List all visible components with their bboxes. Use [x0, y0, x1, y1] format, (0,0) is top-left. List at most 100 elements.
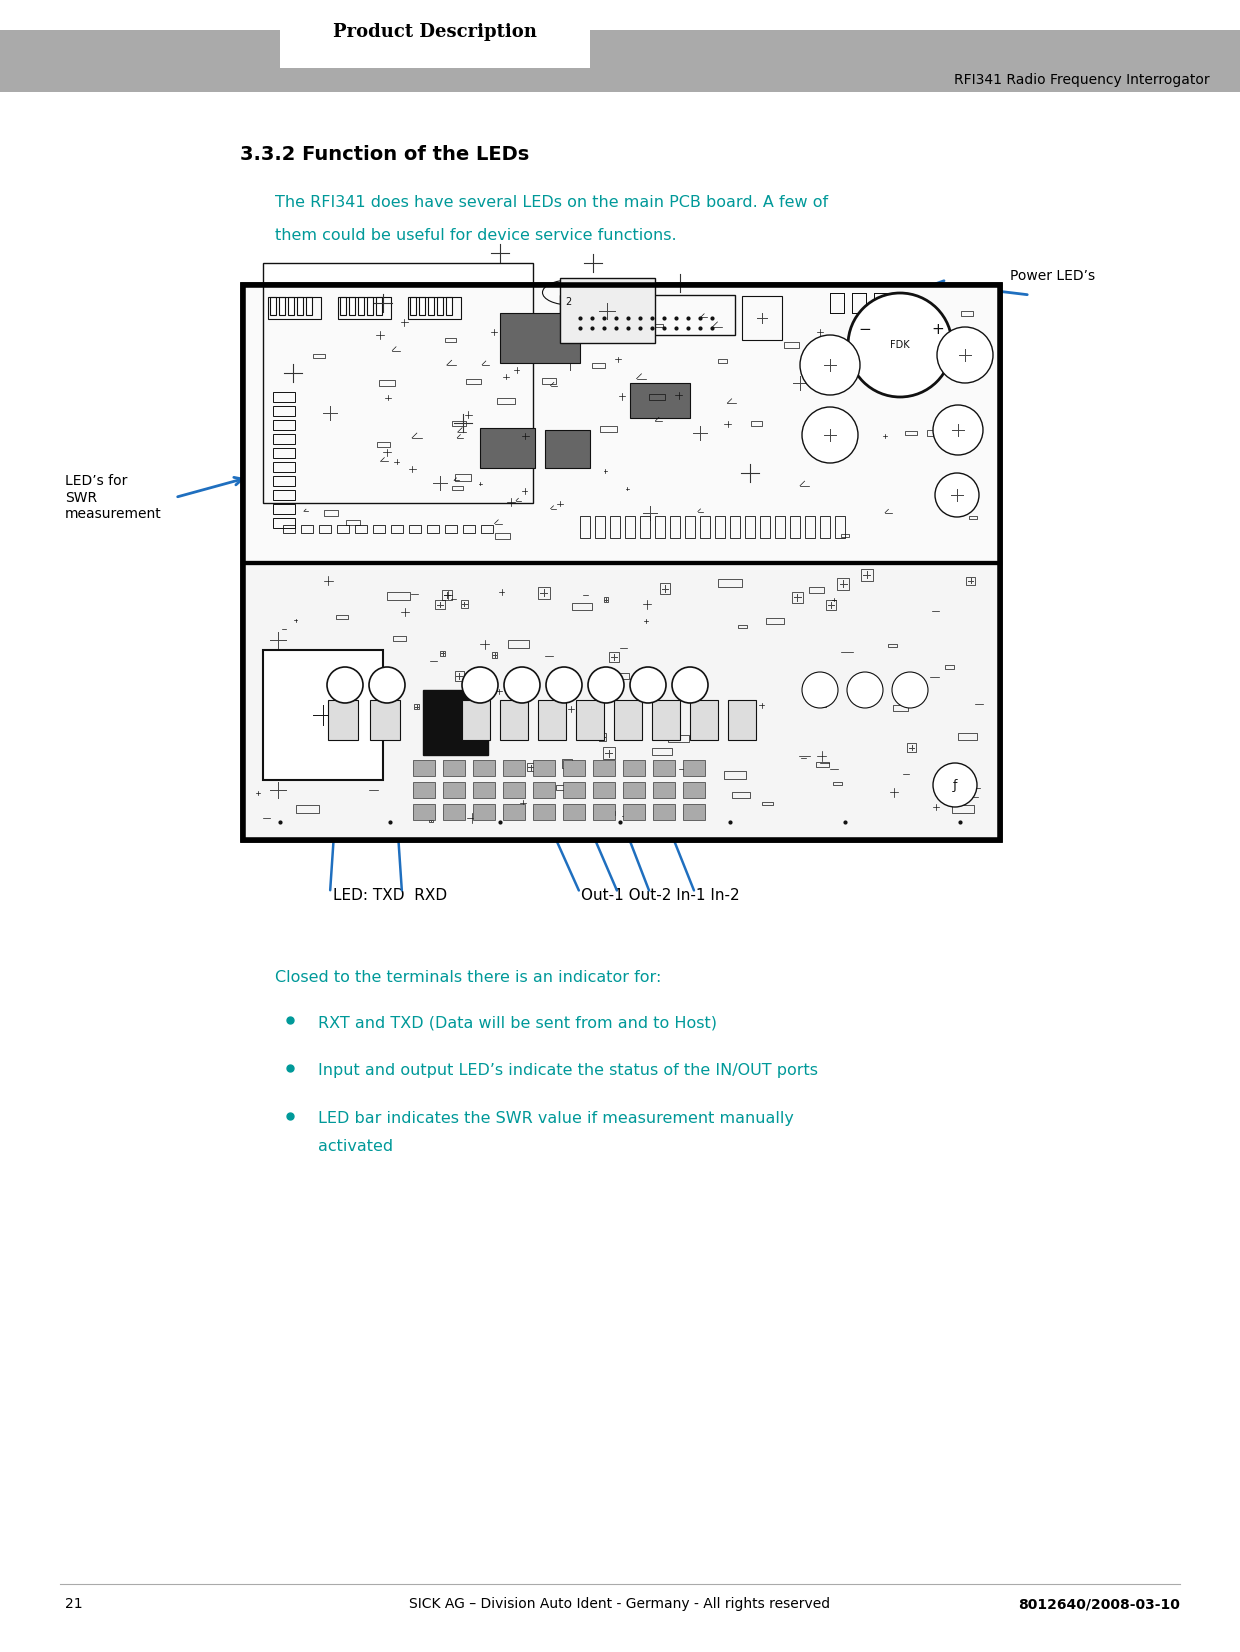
Bar [640, 515, 650, 537]
Circle shape [932, 763, 977, 806]
Bar [852, 292, 866, 312]
Bar [296, 805, 319, 813]
Bar [792, 591, 802, 603]
Bar [387, 591, 409, 600]
Bar [622, 781, 645, 798]
Text: 2: 2 [565, 297, 572, 307]
Bar [610, 515, 620, 537]
Bar [760, 515, 770, 537]
Bar [472, 781, 495, 798]
Bar [273, 504, 295, 514]
Bar [298, 297, 303, 316]
Bar [928, 430, 942, 436]
Bar [273, 489, 295, 499]
Text: Out-1 Out-2 In-1 In-2: Out-1 Out-2 In-1 In-2 [580, 889, 739, 904]
Bar [600, 426, 618, 433]
Bar [433, 709, 455, 717]
Bar [527, 763, 534, 771]
Bar [622, 805, 645, 819]
Bar [830, 292, 844, 312]
Bar [373, 524, 384, 532]
Bar [340, 677, 363, 686]
Bar [409, 524, 422, 532]
Bar [826, 600, 837, 610]
Bar [874, 292, 888, 312]
Bar [273, 461, 295, 471]
Bar [339, 297, 391, 319]
Bar [413, 760, 435, 776]
Bar [852, 292, 866, 312]
Bar [273, 517, 295, 527]
Bar [833, 781, 842, 785]
Bar [451, 421, 466, 426]
Bar [391, 524, 403, 532]
Bar [301, 524, 312, 532]
Bar [653, 805, 675, 819]
Bar [443, 760, 465, 776]
Bar [945, 666, 955, 669]
Bar [413, 781, 435, 798]
Bar [533, 781, 556, 798]
Bar [694, 733, 709, 738]
Circle shape [588, 667, 624, 704]
Bar [653, 324, 662, 327]
Bar [874, 292, 888, 312]
Circle shape [503, 667, 539, 704]
Text: Product Description: Product Description [334, 23, 537, 41]
Bar [625, 515, 635, 537]
Bar [337, 745, 345, 752]
Bar [480, 428, 534, 468]
Bar [580, 515, 590, 537]
Bar [283, 524, 295, 532]
Bar [533, 760, 556, 776]
Bar [563, 760, 585, 776]
Bar [500, 312, 580, 362]
Bar [263, 263, 533, 502]
Text: 21: 21 [64, 1597, 83, 1611]
Bar [436, 297, 443, 316]
Bar [905, 431, 916, 436]
Bar [893, 705, 909, 710]
Bar [652, 700, 680, 740]
Bar [273, 476, 295, 486]
Bar [560, 278, 655, 342]
Bar [595, 515, 605, 537]
Bar [429, 818, 433, 823]
Bar [603, 811, 615, 814]
Bar [732, 791, 750, 798]
Circle shape [630, 667, 666, 704]
Bar [445, 337, 456, 342]
Bar [830, 292, 844, 312]
Circle shape [932, 405, 983, 454]
Text: LED’s for
SWR
measurement: LED’s for SWR measurement [64, 474, 161, 520]
Bar [246, 287, 998, 562]
Bar [336, 615, 348, 620]
Bar [273, 420, 295, 430]
Bar [593, 781, 615, 798]
Text: them could be useful for device service functions.: them could be useful for device service … [275, 228, 677, 243]
Circle shape [546, 667, 582, 704]
Bar [563, 805, 585, 819]
Circle shape [672, 667, 708, 704]
Bar [243, 286, 999, 839]
Bar [951, 805, 975, 813]
Bar [572, 603, 591, 610]
Bar [367, 297, 373, 316]
Bar [965, 492, 976, 497]
Bar [660, 583, 671, 593]
Bar [414, 704, 419, 709]
Bar [970, 517, 977, 519]
Bar [443, 781, 465, 798]
Bar [668, 735, 689, 742]
Text: ƒ: ƒ [952, 778, 957, 791]
Bar [841, 534, 848, 537]
Bar [599, 733, 606, 740]
Bar [273, 433, 295, 443]
Bar [445, 524, 458, 532]
Bar [908, 743, 916, 752]
Circle shape [800, 335, 861, 395]
Text: activated: activated [317, 1138, 393, 1155]
Bar [472, 760, 495, 776]
Bar [775, 515, 785, 537]
Bar [863, 357, 873, 362]
